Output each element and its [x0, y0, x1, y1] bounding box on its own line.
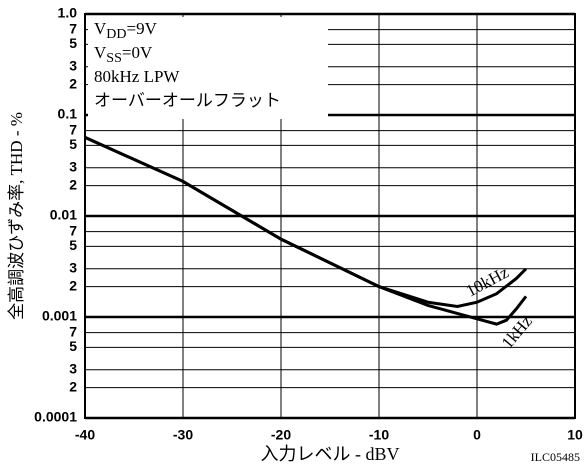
y-tick-label: 7 — [69, 121, 77, 137]
y-tick-label: 5 — [69, 338, 77, 354]
y-tick-label: 1.0 — [58, 5, 78, 21]
y-tick-label: 0.0001 — [34, 409, 77, 425]
condition-part: =9V — [127, 19, 158, 38]
y-tick-label: 7 — [69, 323, 77, 339]
y-tick-label: 7 — [69, 20, 77, 36]
y-tick-label: 3 — [69, 159, 77, 175]
y-tick-label: 2 — [69, 75, 77, 91]
x-tick-label: 0 — [473, 427, 481, 443]
condition: VSS=0V — [94, 43, 153, 66]
y-tick-label: 5 — [69, 35, 77, 51]
condition-part: =0V — [122, 43, 153, 62]
y-tick-label: 0.01 — [50, 207, 77, 223]
condition-part: オーバーオールフラット — [94, 91, 281, 110]
condition-part: V — [94, 19, 107, 38]
condition-part: DD — [106, 27, 126, 42]
x-tick-label: 10 — [567, 427, 583, 443]
y-tick-label: 7 — [69, 222, 77, 238]
y-tick-label: 2 — [69, 176, 77, 192]
series-line — [84, 136, 528, 326]
y-axis-label: 全高調波ひずみ率, THD - % — [7, 112, 26, 320]
y-tick-label: 0.1 — [58, 106, 78, 122]
x-tick-label: -10 — [369, 427, 389, 443]
figure-code: ILC05485 — [531, 450, 580, 464]
y-tick-label: 0.001 — [42, 308, 77, 324]
x-tick-label: -20 — [271, 427, 291, 443]
condition-part: V — [94, 43, 107, 62]
y-tick-label: 5 — [69, 136, 77, 152]
y-tick-label: 3 — [69, 361, 77, 377]
y-tick-label: 3 — [69, 260, 77, 276]
y-tick-label: 5 — [69, 237, 77, 253]
y-tick-label: 2 — [69, 277, 77, 293]
condition: オーバーオールフラット — [94, 91, 281, 110]
x-tick-label: -30 — [173, 427, 193, 443]
y-tick-label: 2 — [69, 378, 77, 394]
y-tick-label: 3 — [69, 58, 77, 74]
conditions-box — [88, 17, 328, 119]
condition: VDD=9V — [94, 19, 158, 42]
condition-part: SS — [106, 51, 122, 66]
condition-part: 80kHz LPW — [94, 67, 180, 86]
x-axis-label: 入力レベル - dBV — [261, 444, 400, 464]
x-tick-label: -40 — [75, 427, 95, 443]
condition: 80kHz LPW — [94, 67, 180, 86]
